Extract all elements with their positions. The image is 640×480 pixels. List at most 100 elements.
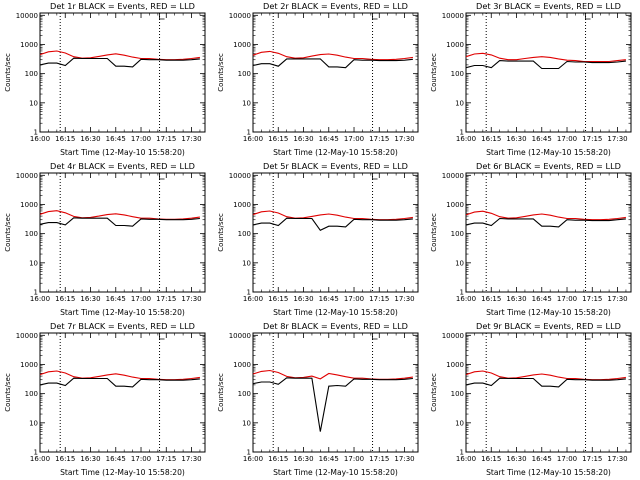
x-axis-label: Start Time (12-May-10 15:58:20)	[486, 148, 611, 157]
chart-title: Det 1r BLACK = Events, RED = LLD	[50, 1, 195, 11]
x-tick-label: 16:00	[456, 295, 476, 303]
x-axis-label: Start Time (12-May-10 15:58:20)	[486, 468, 611, 477]
plot-frame	[252, 172, 419, 293]
x-tick-label: 16:30	[506, 295, 526, 303]
x-tick-label: 16:45	[532, 295, 552, 303]
chart-title: Det 5r BLACK = Events, RED = LLD	[263, 161, 408, 171]
y-tick-label: 10	[455, 259, 464, 267]
events-series-line	[465, 60, 626, 70]
x-axis-label: Start Time (12-May-10 15:58:20)	[273, 468, 398, 477]
plot-frame	[465, 172, 632, 293]
y-axis-label: Counts/sec	[4, 53, 12, 92]
x-tick-label: 17:00	[344, 295, 364, 303]
y-tick-label: 1	[460, 129, 464, 137]
chart-svg: Det 6r BLACK = Events, RED = LLD Counts/s…	[430, 161, 632, 317]
x-axis-label: Start Time (12-May-10 15:58:20)	[273, 308, 398, 317]
plot-frame	[39, 332, 206, 453]
y-axis-label: Counts/sec	[4, 213, 12, 252]
y-tick-label: 1000	[233, 201, 251, 209]
y-tick-label: 10000	[16, 12, 38, 20]
y-tick-label: 1	[460, 449, 464, 457]
x-tick-label: 16:45	[319, 135, 339, 143]
x-tick-label: 16:45	[106, 135, 126, 143]
x-tick-label: 16:15	[55, 135, 75, 143]
x-tick-label: 17:00	[557, 135, 577, 143]
events-series-line	[252, 217, 413, 231]
x-tick-label: 16:45	[106, 455, 126, 463]
x-tick-label: 17:00	[344, 135, 364, 143]
x-tick-label: 17:15	[156, 295, 176, 303]
x-tick-label: 16:15	[268, 455, 288, 463]
lld-series-line	[39, 50, 200, 61]
y-tick-label: 100	[25, 390, 38, 398]
x-tick-label: 16:15	[268, 295, 288, 303]
x-tick-label: 16:00	[243, 135, 263, 143]
y-tick-label: 1000	[20, 201, 38, 209]
x-tick-label: 17:15	[582, 295, 602, 303]
x-tick-label: 16:30	[293, 295, 313, 303]
detector-panel: Det 8r BLACK = Events, RED = LLD Counts/s…	[213, 320, 426, 480]
y-tick-label: 10	[455, 99, 464, 107]
y-tick-label: 1	[34, 289, 38, 297]
x-tick-label: 17:00	[557, 455, 577, 463]
y-tick-label: 100	[238, 230, 251, 238]
lld-series-line	[252, 50, 413, 61]
x-tick-label: 16:00	[456, 135, 476, 143]
x-tick-label: 16:30	[80, 135, 100, 143]
chart-title: Det 7r BLACK = Events, RED = LLD	[50, 321, 195, 331]
marker-bracket	[159, 174, 165, 180]
y-tick-label: 10	[242, 99, 251, 107]
y-tick-label: 10	[29, 419, 38, 427]
y-tick-label: 1000	[446, 201, 464, 209]
x-tick-label: 16:00	[30, 455, 50, 463]
detector-panel: Det 2r BLACK = Events, RED = LLD Counts/s…	[213, 0, 426, 160]
chart-svg: Det 2r BLACK = Events, RED = LLD Counts/s…	[217, 1, 419, 157]
x-tick-label: 17:15	[582, 455, 602, 463]
x-tick-label: 16:45	[319, 295, 339, 303]
x-tick-label: 16:30	[506, 135, 526, 143]
chart-svg: Det 4r BLACK = Events, RED = LLD Counts/s…	[4, 161, 206, 317]
events-series-line	[39, 217, 200, 227]
y-tick-label: 100	[238, 390, 251, 398]
plot-frame	[465, 332, 632, 453]
plot-frame	[465, 12, 632, 133]
events-series-line	[252, 58, 413, 69]
y-axis-label: Counts/sec	[217, 373, 225, 412]
x-tick-label: 17:15	[369, 295, 389, 303]
x-tick-label: 17:15	[582, 135, 602, 143]
x-tick-label: 17:30	[181, 455, 201, 463]
plot-frame	[252, 332, 419, 453]
x-tick-label: 17:00	[344, 455, 364, 463]
y-axis-label: Counts/sec	[430, 373, 438, 412]
y-tick-label: 10	[242, 259, 251, 267]
lld-series-line	[39, 210, 200, 220]
y-axis-label: Counts/sec	[217, 213, 225, 252]
chart-svg: Det 5r BLACK = Events, RED = LLD Counts/s…	[217, 161, 419, 317]
x-tick-label: 16:15	[268, 135, 288, 143]
x-tick-label: 17:00	[557, 295, 577, 303]
y-tick-label: 10000	[229, 12, 251, 20]
y-tick-label: 1	[34, 129, 38, 137]
x-axis-label: Start Time (12-May-10 15:58:20)	[60, 308, 185, 317]
x-tick-label: 16:00	[30, 135, 50, 143]
marker-bracket	[372, 334, 378, 340]
x-tick-label: 17:30	[607, 135, 627, 143]
lld-series-line	[252, 369, 413, 380]
detector-panel: Det 7r BLACK = Events, RED = LLD Counts/s…	[0, 320, 213, 480]
x-axis-label: Start Time (12-May-10 15:58:20)	[486, 308, 611, 317]
marker-bracket	[159, 14, 165, 20]
marker-bracket	[372, 14, 378, 20]
y-tick-label: 10000	[16, 172, 38, 180]
marker-bracket	[585, 174, 591, 180]
plot-frame	[39, 172, 206, 293]
x-tick-label: 17:00	[131, 295, 151, 303]
x-tick-label: 17:15	[369, 455, 389, 463]
y-tick-label: 1	[34, 449, 38, 457]
x-tick-label: 16:45	[106, 295, 126, 303]
x-tick-label: 17:15	[156, 455, 176, 463]
events-series-line	[465, 377, 626, 388]
marker-bracket	[585, 14, 591, 20]
x-tick-label: 17:00	[131, 455, 151, 463]
y-tick-label: 1000	[20, 361, 38, 369]
